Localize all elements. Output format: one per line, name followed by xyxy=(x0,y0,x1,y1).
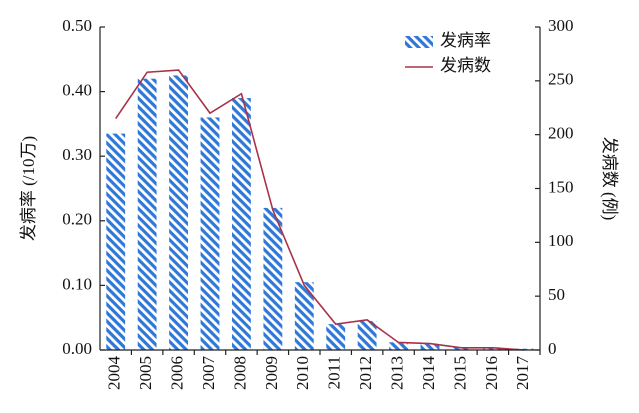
y-tick-label: 0.30 xyxy=(62,145,92,164)
bar xyxy=(483,347,503,350)
legend-label: 发病数 xyxy=(440,56,491,75)
bar xyxy=(326,324,346,350)
y-tick-label: 0.50 xyxy=(62,16,92,35)
y2-tick-label: 150 xyxy=(548,177,574,196)
bar xyxy=(389,342,408,350)
legend-label: 发病率 xyxy=(440,31,491,50)
y2-tick-label: 50 xyxy=(548,285,565,304)
legend-swatch xyxy=(405,36,433,48)
x-tick-label: 2013 xyxy=(387,356,406,390)
bar xyxy=(232,98,251,350)
y-tick-label: 0.20 xyxy=(62,210,92,229)
y2-tick-label: 200 xyxy=(548,124,574,143)
bar xyxy=(357,320,377,350)
y-axis-title: 发病率 (/10万) xyxy=(19,136,38,241)
y-tick-label: 0.10 xyxy=(62,274,92,293)
line xyxy=(115,69,525,351)
x-tick-label: 2016 xyxy=(482,356,501,390)
x-tick-label: 2006 xyxy=(167,356,186,390)
x-tick-label: 2007 xyxy=(199,356,218,391)
bar xyxy=(263,207,283,350)
y2-tick-label: 100 xyxy=(548,231,574,250)
x-tick-label: 2008 xyxy=(230,356,249,390)
y-tick-label: 0.00 xyxy=(62,339,92,358)
x-tick-label: 2015 xyxy=(450,356,469,390)
x-tick-label: 2017 xyxy=(513,356,532,391)
bar xyxy=(106,133,126,350)
bar xyxy=(420,343,440,350)
x-tick-label: 2014 xyxy=(419,356,438,391)
bar xyxy=(169,75,188,350)
x-tick-label: 2011 xyxy=(325,356,344,389)
y2-tick-label: 300 xyxy=(548,16,574,35)
x-tick-label: 2010 xyxy=(293,356,312,390)
y-tick-label: 0.40 xyxy=(62,81,92,100)
bar xyxy=(200,117,220,350)
y2-tick-label: 250 xyxy=(548,70,574,89)
y2-tick-label: 0 xyxy=(548,339,557,358)
x-tick-label: 2012 xyxy=(356,356,375,390)
bar xyxy=(137,78,157,351)
x-tick-label: 2005 xyxy=(136,356,155,390)
x-tick-label: 2009 xyxy=(262,356,281,390)
y2-axis-title: 发病数 (例) xyxy=(600,137,619,221)
bar xyxy=(452,347,471,350)
x-tick-label: 2004 xyxy=(105,356,124,391)
bar xyxy=(294,282,314,350)
